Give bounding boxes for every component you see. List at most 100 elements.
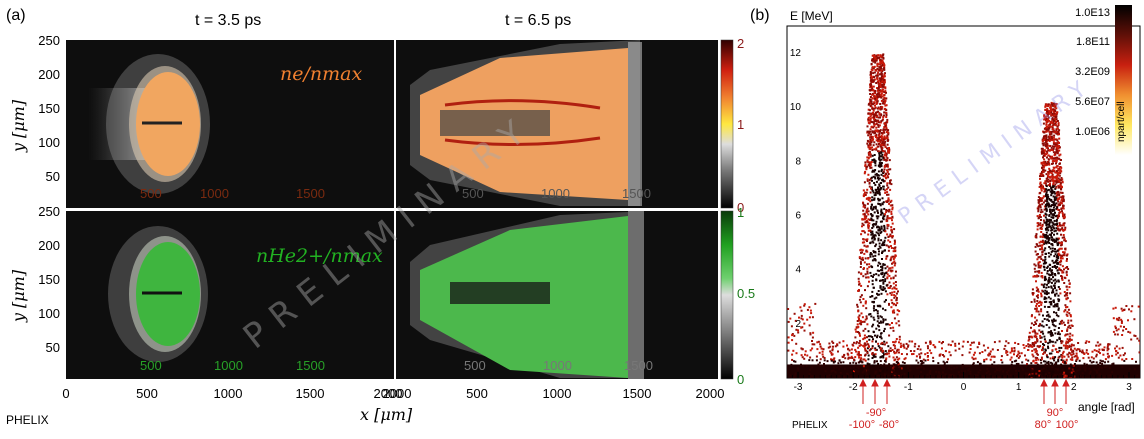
scatter-point bbox=[862, 238, 865, 241]
scatter-point bbox=[1032, 293, 1034, 296]
scatter-point bbox=[1060, 322, 1063, 325]
scatter-point bbox=[1050, 281, 1053, 284]
scatter-point bbox=[867, 257, 870, 260]
scatter-point bbox=[1007, 369, 1010, 372]
scatter-point bbox=[1114, 347, 1116, 350]
scatter-point bbox=[865, 245, 868, 248]
scatter-point bbox=[886, 163, 889, 166]
scatter-point bbox=[1052, 318, 1055, 321]
scatter-point bbox=[869, 138, 872, 141]
scatter-point bbox=[888, 217, 891, 220]
scatter-point bbox=[1041, 276, 1044, 279]
scatter-point bbox=[1049, 247, 1052, 250]
scatter-point bbox=[981, 375, 984, 378]
scatter-point bbox=[1070, 324, 1073, 327]
scatter-point bbox=[1050, 186, 1053, 189]
scatter-point bbox=[1071, 356, 1074, 359]
scatter-point bbox=[865, 366, 868, 369]
scatter-point bbox=[869, 335, 872, 338]
scatter-point bbox=[993, 341, 996, 344]
scatter-point bbox=[898, 335, 901, 338]
scatter-point bbox=[1033, 323, 1035, 326]
scatter-point bbox=[1057, 298, 1060, 301]
scatter-point bbox=[1043, 242, 1046, 245]
scatter-point bbox=[1053, 311, 1055, 314]
scatter-point bbox=[983, 358, 986, 361]
scatter-point bbox=[1071, 368, 1074, 371]
scatter-point bbox=[868, 152, 871, 155]
scatter-point bbox=[888, 363, 891, 366]
scatter-point bbox=[919, 360, 922, 362]
scatter-point bbox=[880, 90, 883, 93]
scatter-point bbox=[1046, 235, 1049, 238]
scatter-point bbox=[869, 98, 872, 101]
scatter-point bbox=[1047, 103, 1050, 106]
scatter-point bbox=[879, 94, 882, 96]
scatter-point bbox=[892, 258, 895, 260]
scatter-point bbox=[874, 61, 877, 64]
scatter-point bbox=[877, 134, 880, 137]
scatter-point bbox=[1041, 223, 1044, 226]
x-tick-label: 2 bbox=[1071, 382, 1077, 393]
scatter-point bbox=[1057, 124, 1060, 127]
scatter-point bbox=[900, 367, 903, 370]
scatter-point bbox=[866, 165, 869, 168]
scatter-point bbox=[872, 255, 875, 258]
scatter-point bbox=[895, 364, 898, 367]
scatter-point bbox=[1006, 371, 1008, 374]
scatter-point bbox=[885, 272, 888, 274]
scatter-point bbox=[880, 73, 883, 75]
y-tick: 50 bbox=[46, 340, 60, 355]
scatter-point bbox=[1034, 361, 1037, 364]
scatter-point bbox=[1044, 301, 1047, 303]
scatter-point bbox=[885, 155, 888, 158]
scatter-point bbox=[1061, 352, 1064, 355]
scatter-point bbox=[1111, 371, 1114, 374]
scatter-point bbox=[1050, 273, 1053, 276]
scatter-point bbox=[1057, 130, 1060, 133]
colorbar-top-ticks: 2 1 0 bbox=[737, 36, 744, 215]
scatter-point bbox=[916, 348, 919, 350]
scatter-point bbox=[1053, 223, 1056, 226]
scatter-point bbox=[1072, 364, 1075, 367]
scatter-point bbox=[867, 229, 870, 232]
scatter-point bbox=[887, 224, 890, 227]
scatter-point bbox=[890, 210, 893, 213]
scatter-point bbox=[887, 374, 890, 377]
scatter-point bbox=[1058, 322, 1061, 325]
scatter-point bbox=[1043, 150, 1046, 153]
scatter-point bbox=[1040, 228, 1043, 230]
scatter-point bbox=[1061, 354, 1064, 357]
scatter-point bbox=[885, 341, 888, 344]
scatter-point bbox=[880, 173, 883, 176]
y-tick: 100 bbox=[38, 135, 60, 150]
scatter-point bbox=[873, 90, 876, 93]
scatter-point bbox=[878, 89, 881, 92]
scatter-point bbox=[1037, 358, 1040, 361]
scatter-point bbox=[1009, 367, 1012, 370]
scatter-point bbox=[1040, 308, 1043, 311]
scatter-point bbox=[884, 290, 887, 293]
scatter-point bbox=[864, 353, 867, 356]
scatter-point bbox=[1032, 275, 1035, 278]
scatter-point bbox=[880, 225, 883, 228]
scatter-point bbox=[1092, 357, 1095, 360]
scatter-point bbox=[1044, 189, 1047, 192]
scatter-point bbox=[1050, 234, 1052, 237]
scatter-point bbox=[866, 285, 869, 288]
scatter-point bbox=[886, 169, 888, 172]
scatter-point bbox=[1040, 247, 1043, 250]
scatter-point bbox=[874, 234, 876, 237]
scatter-point bbox=[1043, 158, 1046, 161]
scatter-point bbox=[872, 234, 875, 237]
scatter-point bbox=[1077, 365, 1080, 367]
scatter-point bbox=[882, 355, 885, 358]
scatter-point bbox=[1095, 369, 1098, 372]
scatter-point bbox=[824, 370, 827, 373]
scatter-point bbox=[1004, 344, 1007, 347]
scatter-point bbox=[888, 150, 891, 153]
scatter-point bbox=[1045, 120, 1048, 123]
scatter-point bbox=[1058, 137, 1061, 140]
scatter-point bbox=[1095, 344, 1098, 347]
scatter-point bbox=[801, 318, 804, 321]
